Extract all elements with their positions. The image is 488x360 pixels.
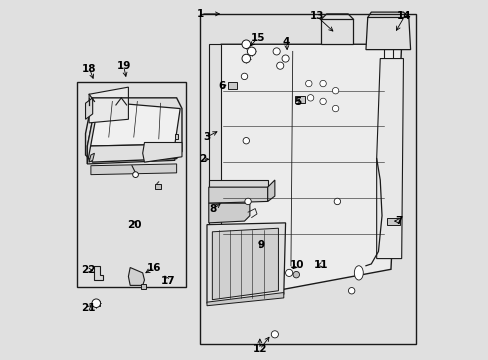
- Polygon shape: [208, 44, 401, 303]
- Circle shape: [276, 62, 283, 69]
- Circle shape: [319, 80, 325, 87]
- Polygon shape: [365, 18, 410, 50]
- Polygon shape: [128, 267, 144, 285]
- Text: 8: 8: [209, 204, 216, 214]
- Circle shape: [242, 40, 250, 49]
- Circle shape: [272, 48, 280, 55]
- Circle shape: [332, 87, 338, 94]
- Polygon shape: [208, 187, 267, 203]
- Text: 15: 15: [250, 33, 264, 43]
- Text: 19: 19: [116, 62, 131, 71]
- Text: 17: 17: [160, 276, 175, 286]
- Text: 7: 7: [394, 216, 402, 226]
- Polygon shape: [321, 19, 353, 44]
- Circle shape: [247, 47, 255, 56]
- Circle shape: [92, 299, 101, 307]
- Circle shape: [305, 80, 311, 87]
- Text: 22: 22: [81, 265, 96, 275]
- Polygon shape: [376, 59, 403, 258]
- Polygon shape: [89, 87, 128, 123]
- Polygon shape: [87, 102, 96, 164]
- Text: 13: 13: [309, 12, 324, 21]
- Polygon shape: [141, 284, 146, 289]
- Circle shape: [243, 138, 249, 144]
- Circle shape: [332, 105, 338, 112]
- Circle shape: [285, 269, 292, 276]
- Polygon shape: [294, 96, 305, 103]
- Circle shape: [348, 288, 354, 294]
- Circle shape: [333, 198, 340, 204]
- Polygon shape: [91, 164, 176, 175]
- Text: 20: 20: [127, 220, 142, 230]
- Polygon shape: [93, 301, 100, 306]
- Polygon shape: [212, 228, 278, 300]
- Polygon shape: [267, 180, 274, 202]
- Polygon shape: [155, 184, 160, 189]
- Text: 2: 2: [198, 154, 205, 164]
- Polygon shape: [228, 82, 237, 89]
- Polygon shape: [94, 266, 103, 280]
- Circle shape: [282, 55, 288, 62]
- Text: 12: 12: [252, 344, 266, 354]
- Text: 14: 14: [396, 12, 411, 21]
- Circle shape: [244, 198, 251, 204]
- Polygon shape: [142, 143, 182, 162]
- Circle shape: [307, 95, 313, 101]
- Text: 4: 4: [283, 37, 290, 48]
- Text: 18: 18: [82, 64, 97, 73]
- Circle shape: [242, 54, 250, 63]
- Circle shape: [319, 98, 325, 105]
- Text: 10: 10: [289, 260, 304, 270]
- Text: 21: 21: [81, 303, 96, 313]
- Circle shape: [132, 172, 138, 177]
- Polygon shape: [386, 217, 399, 225]
- Polygon shape: [208, 180, 267, 187]
- Text: 11: 11: [313, 260, 328, 270]
- Text: 3: 3: [203, 132, 210, 142]
- Polygon shape: [89, 153, 94, 162]
- Circle shape: [271, 331, 278, 338]
- Polygon shape: [208, 44, 221, 303]
- Text: 9: 9: [257, 240, 264, 250]
- Circle shape: [241, 73, 247, 80]
- Ellipse shape: [354, 266, 363, 280]
- Text: 5: 5: [293, 97, 301, 107]
- Polygon shape: [87, 102, 180, 146]
- Polygon shape: [85, 98, 93, 119]
- Polygon shape: [175, 134, 178, 139]
- Polygon shape: [87, 144, 175, 164]
- Text: 1: 1: [197, 9, 204, 19]
- Bar: [77, 82, 185, 287]
- Text: 16: 16: [147, 262, 162, 273]
- Circle shape: [292, 271, 299, 278]
- Polygon shape: [208, 203, 249, 223]
- Bar: [200, 14, 415, 344]
- Text: 6: 6: [218, 81, 225, 91]
- Polygon shape: [206, 223, 285, 303]
- Polygon shape: [206, 293, 283, 306]
